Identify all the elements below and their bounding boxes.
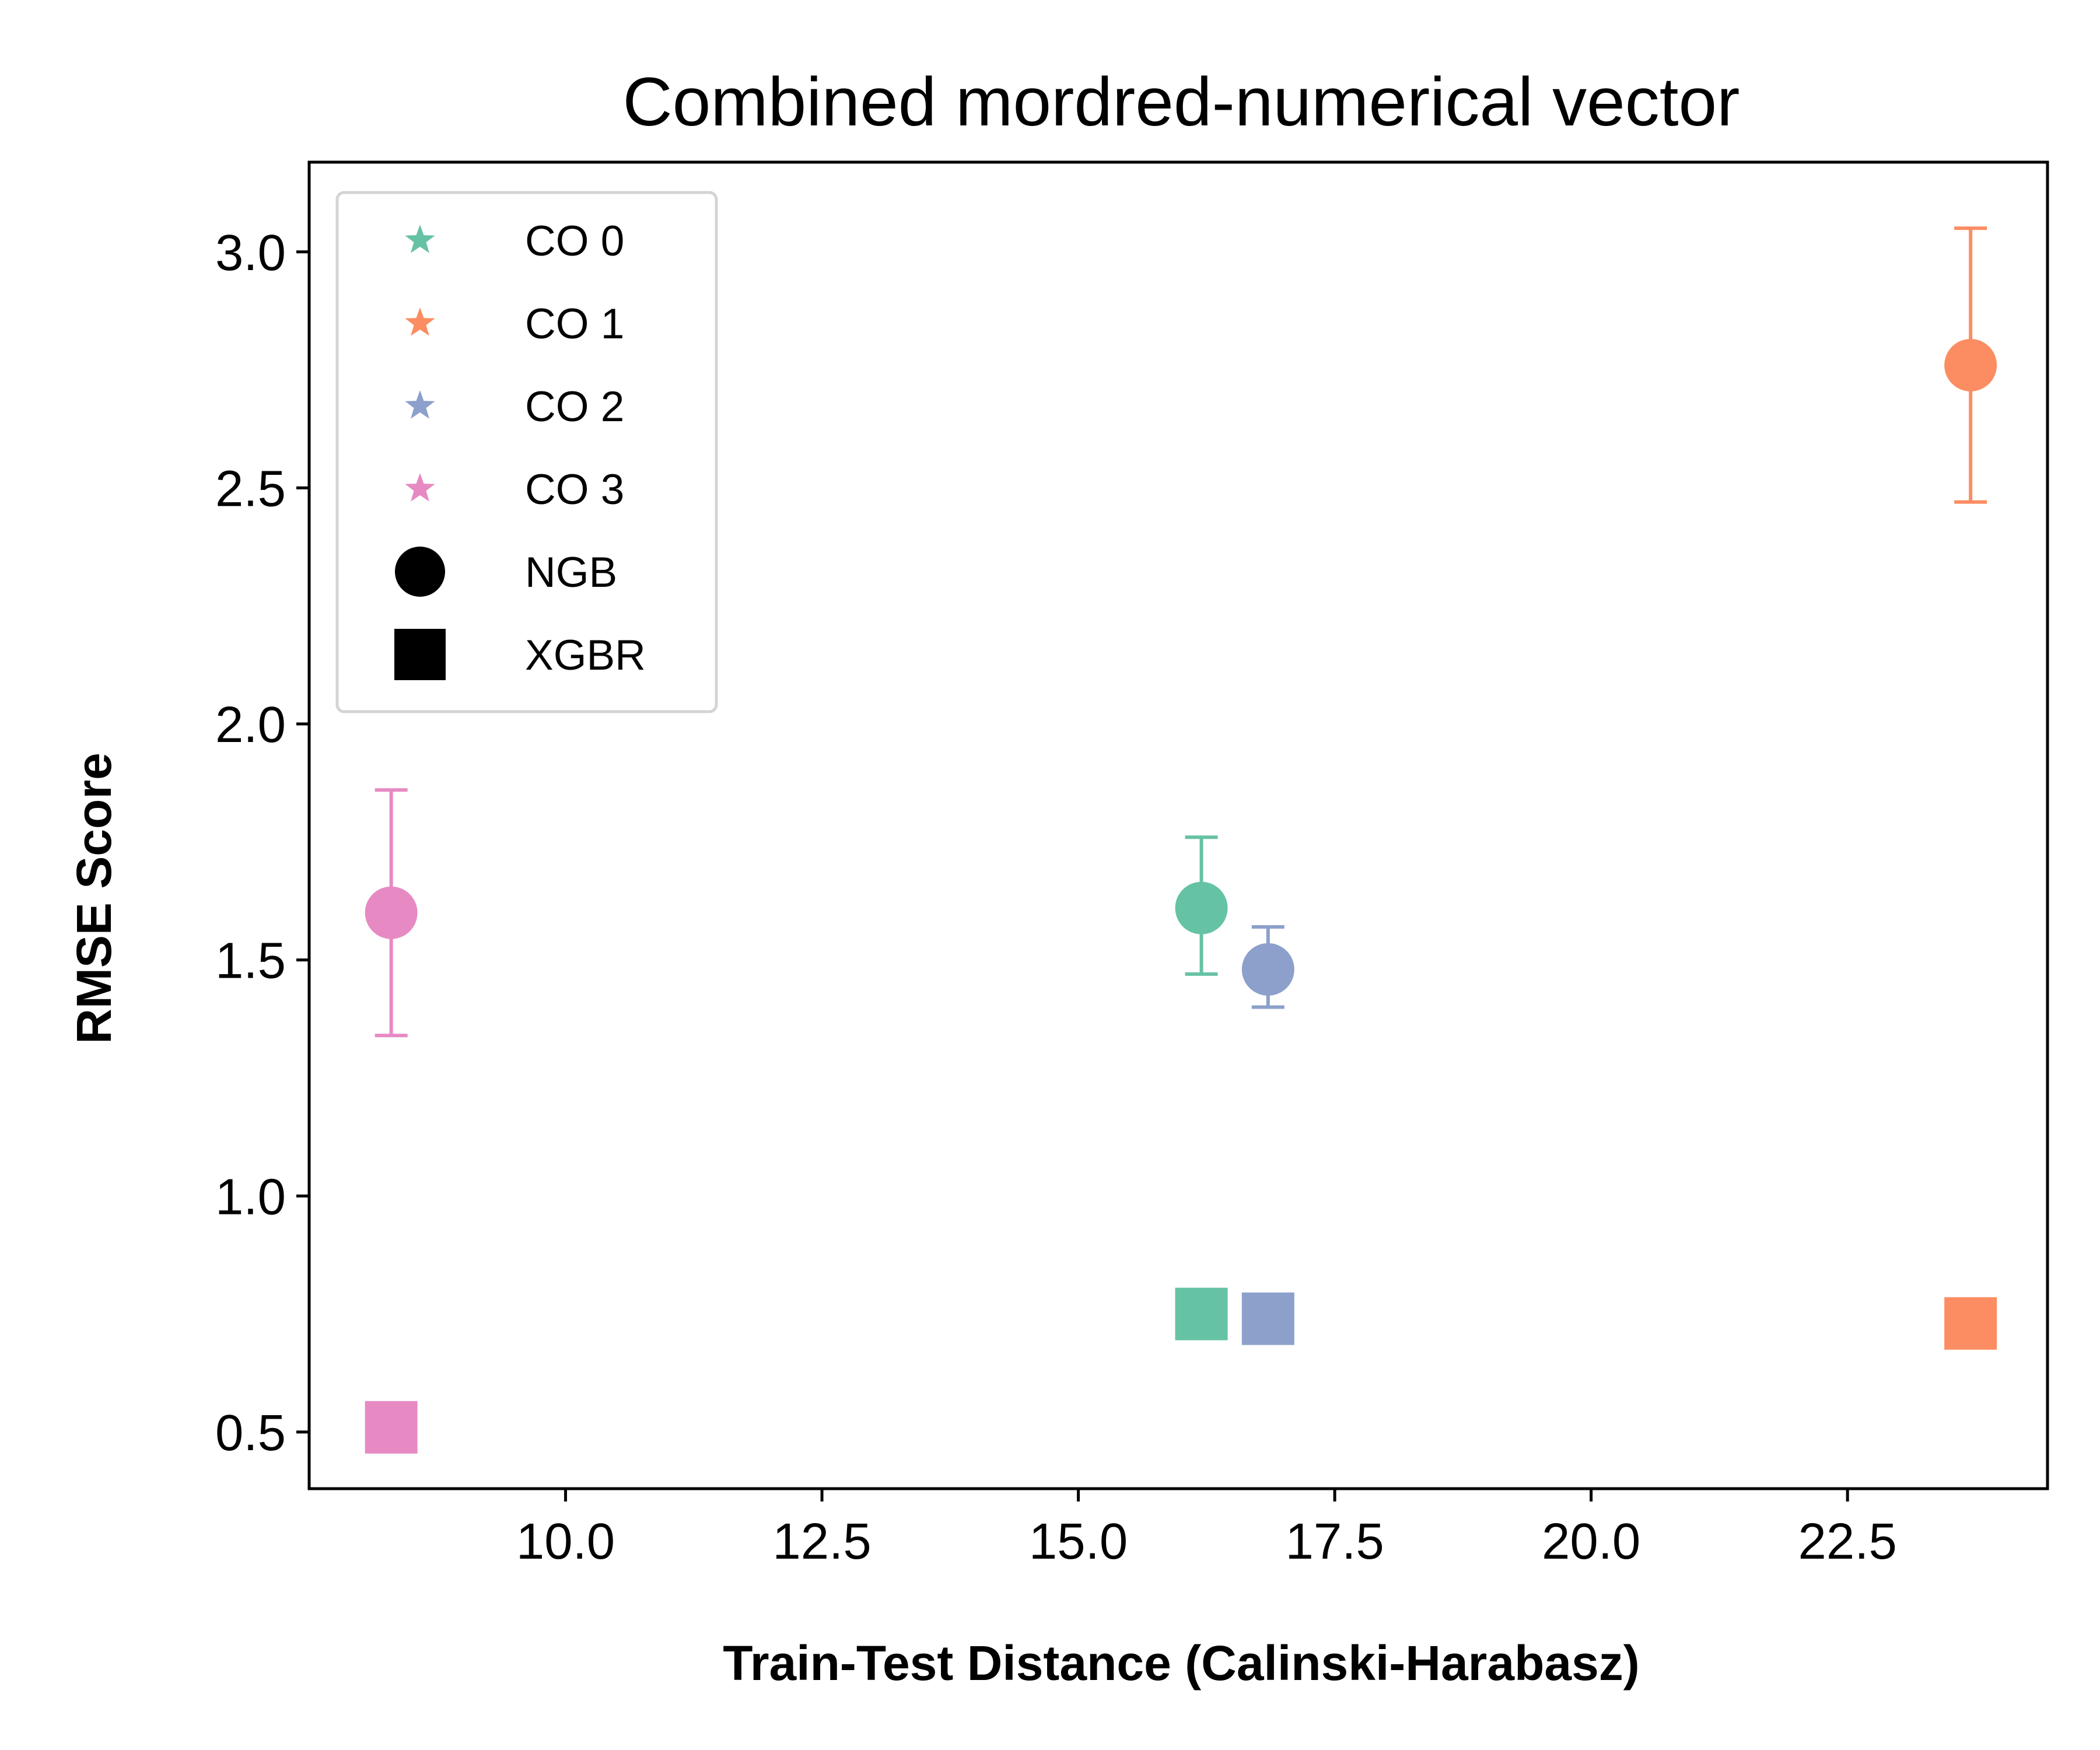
legend-co-2-label: CO 2 [525, 383, 624, 430]
legend-co-0-label: CO 0 [525, 218, 624, 265]
legend-co-1-label: CO 1 [525, 300, 624, 348]
legend-co-3-star-icon [405, 473, 435, 502]
x-axis-ticks: 10.0 12.5 15.0 17.5 20.0 22.5 [516, 1489, 1897, 1570]
plot-marks [365, 226, 1997, 1454]
legend-ngb-label: NGB [525, 549, 617, 596]
plot-frame [307, 160, 2049, 1490]
y-axis-label: RMSE Score [66, 752, 121, 1044]
co-0-ngb-point [1175, 881, 1228, 935]
legend-xgbr-square-icon [394, 629, 446, 680]
y-tick-label: 0.5 [215, 1405, 286, 1461]
chart-title: Combined mordred-numerical vector [623, 64, 1740, 141]
y-axis-ticks: 0.5 1.0 1.5 2.0 2.5 3.0 [215, 225, 309, 1461]
legend: CO 0 CO 1 CO 2 CO 3 NGB XGBR [335, 191, 718, 713]
x-tick-label: 10.0 [516, 1513, 615, 1570]
co-2-xgbr-point [1241, 1292, 1294, 1345]
y-tick-label: 3.0 [215, 225, 286, 281]
x-tick-label: 22.5 [1798, 1513, 1897, 1570]
legend-co-0-star-icon [405, 225, 435, 253]
co-3-ngb-point [365, 886, 418, 939]
y-tick-label: 1.5 [215, 933, 286, 989]
co-3-xgbr-point [365, 1401, 418, 1454]
legend-co-3-label: CO 3 [525, 466, 624, 513]
legend-co-1-star-icon [405, 307, 435, 336]
y-tick-label: 2.5 [215, 460, 286, 517]
x-tick-label: 12.5 [772, 1513, 871, 1570]
co-1-ngb-point [1944, 338, 1997, 391]
y-tick-label: 1.0 [215, 1168, 286, 1225]
legend-co-2-star-icon [405, 390, 435, 419]
legend-xgbr-label: XGBR [525, 632, 646, 679]
x-tick-label: 15.0 [1029, 1513, 1128, 1570]
x-tick-label: 20.0 [1542, 1513, 1640, 1570]
co-2-ngb-point [1241, 943, 1294, 996]
x-axis-label: Train-Test Distance (Calinski-Harabasz) [723, 1636, 1640, 1690]
x-tick-label: 17.5 [1285, 1513, 1384, 1570]
y-tick-label: 2.0 [215, 696, 286, 753]
legend-ngb-circle-icon [395, 547, 445, 597]
co-0-xgbr-point [1175, 1287, 1228, 1340]
co-1-xgbr-point [1944, 1297, 1997, 1350]
